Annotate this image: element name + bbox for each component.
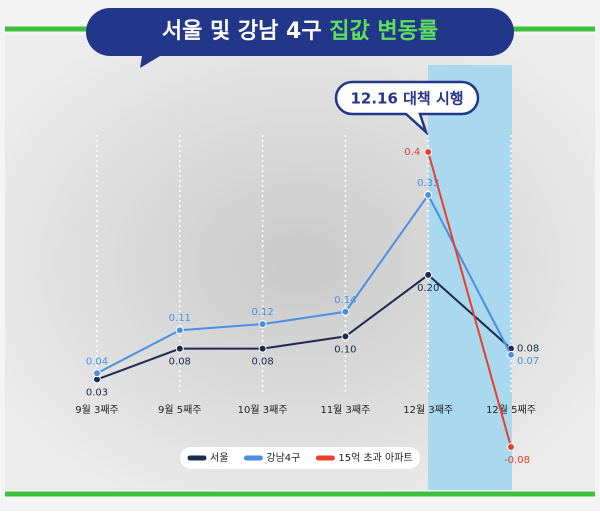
point (424, 148, 433, 156)
x-tick-label: 9월 5째주 (158, 404, 202, 416)
series-line (427, 151, 512, 448)
data-label: 0.08 (251, 357, 273, 368)
data-label: 0.08 (169, 357, 191, 368)
data-label: 0.07 (517, 356, 539, 367)
legend-label: 15억 초과 아파트 (338, 452, 412, 464)
x-tick-label: 12월 3째주 (403, 404, 453, 416)
title-highlight: 집값 변동률 (329, 19, 438, 44)
point (175, 326, 184, 335)
title-banner (86, 8, 514, 68)
annotation: 12.16 대책 시행 (350, 90, 463, 108)
x-tick-label: 9월 3째주 (75, 404, 119, 416)
point (424, 270, 433, 279)
data-label: 0.08 (517, 344, 539, 355)
point (507, 443, 515, 451)
data-label: 0.04 (86, 356, 108, 367)
data-label: 0.12 (251, 307, 273, 318)
point (341, 307, 350, 316)
data-label: 0.14 (334, 295, 356, 306)
series-line (96, 193, 512, 375)
data-label: -0.08 (504, 455, 530, 466)
x-tick-label: 11월 3째주 (320, 404, 370, 416)
point (341, 332, 350, 341)
point (258, 344, 267, 353)
chart-title: 서울 및 강남 4구 집값 변동률 (162, 19, 438, 44)
legend-label: 서울 (210, 452, 228, 464)
legend (180, 447, 420, 469)
data-label: 0.20 (417, 283, 439, 294)
data-label: 0.4 (404, 147, 420, 158)
data-label: 0.11 (169, 313, 191, 324)
annotation-bubble (334, 80, 480, 137)
point (258, 320, 267, 329)
x-tick-label: 10월 3째주 (238, 404, 288, 416)
point (507, 350, 515, 359)
point (424, 191, 433, 200)
data-label: 0.03 (86, 387, 108, 398)
series-line (96, 273, 512, 381)
legend-label: 강남4구 (266, 452, 300, 464)
point (175, 344, 184, 353)
data-label: 0.10 (334, 344, 356, 355)
title-main: 서울 및 강남 4구 (162, 19, 322, 44)
data-label: 0.33 (417, 178, 439, 189)
point (93, 369, 101, 378)
x-tick-label: 12월 5째주 (486, 404, 536, 416)
